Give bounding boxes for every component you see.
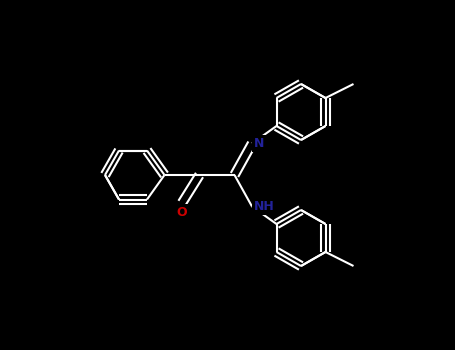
Text: N: N [254,137,264,150]
Text: O: O [177,206,187,219]
Text: NH: NH [254,200,274,213]
